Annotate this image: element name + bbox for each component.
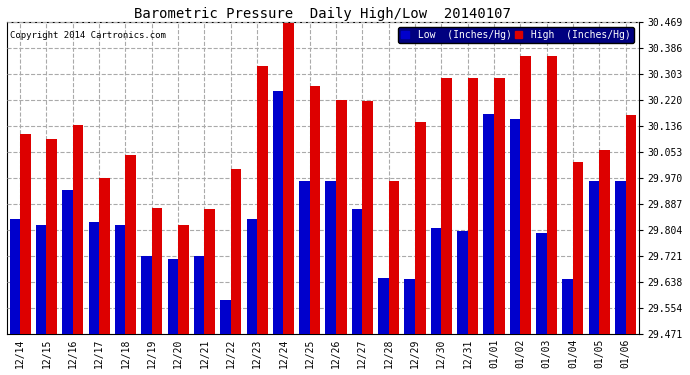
- Bar: [352, 209, 362, 334]
- Bar: [573, 162, 584, 334]
- Bar: [10, 219, 20, 334]
- Bar: [152, 208, 162, 334]
- Bar: [20, 134, 30, 334]
- Bar: [457, 231, 468, 334]
- Bar: [36, 225, 46, 334]
- Bar: [326, 181, 336, 334]
- Bar: [600, 150, 610, 334]
- Bar: [562, 279, 573, 334]
- Bar: [615, 181, 626, 334]
- Bar: [62, 190, 72, 334]
- Bar: [178, 225, 188, 334]
- Bar: [336, 100, 346, 334]
- Bar: [404, 279, 415, 334]
- Bar: [257, 66, 268, 334]
- Bar: [310, 86, 320, 334]
- Legend:  Low  (Inches/Hg),  High  (Inches/Hg): Low (Inches/Hg), High (Inches/Hg): [398, 27, 634, 43]
- Bar: [204, 209, 215, 334]
- Bar: [626, 116, 636, 334]
- Bar: [99, 178, 110, 334]
- Bar: [415, 122, 426, 334]
- Bar: [431, 228, 442, 334]
- Bar: [546, 56, 557, 334]
- Bar: [589, 181, 600, 334]
- Bar: [284, 23, 294, 334]
- Bar: [388, 181, 400, 334]
- Bar: [494, 78, 504, 334]
- Bar: [115, 225, 126, 334]
- Bar: [194, 256, 204, 334]
- Bar: [88, 222, 99, 334]
- Bar: [378, 278, 388, 334]
- Title: Barometric Pressure  Daily High/Low  20140107: Barometric Pressure Daily High/Low 20140…: [135, 7, 511, 21]
- Bar: [442, 78, 452, 334]
- Bar: [510, 118, 520, 334]
- Bar: [126, 154, 136, 334]
- Bar: [484, 114, 494, 334]
- Bar: [230, 169, 241, 334]
- Bar: [520, 56, 531, 334]
- Text: Copyright 2014 Cartronics.com: Copyright 2014 Cartronics.com: [10, 32, 166, 40]
- Bar: [220, 300, 230, 334]
- Bar: [168, 259, 178, 334]
- Bar: [362, 102, 373, 334]
- Bar: [141, 256, 152, 334]
- Bar: [299, 181, 310, 334]
- Bar: [46, 139, 57, 334]
- Bar: [468, 78, 478, 334]
- Bar: [72, 125, 83, 334]
- Bar: [273, 90, 284, 334]
- Bar: [536, 232, 546, 334]
- Bar: [246, 219, 257, 334]
